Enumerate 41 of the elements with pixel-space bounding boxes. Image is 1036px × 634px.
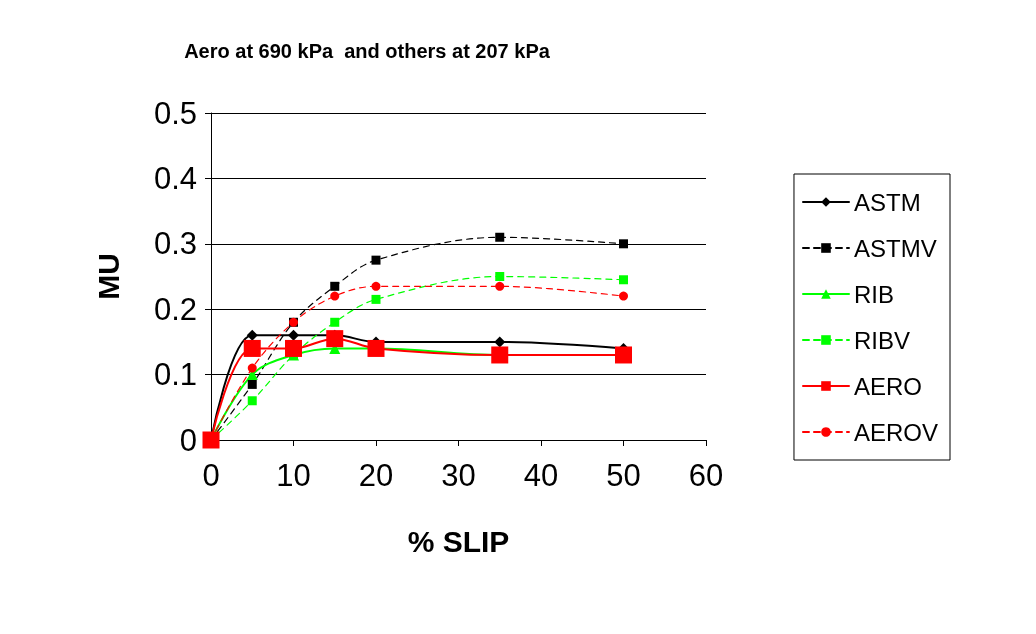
legend-label: ASTM <box>853 188 921 216</box>
point <box>495 232 505 242</box>
y-tick-label: 0.5 <box>153 95 197 131</box>
y-axis-title: MU <box>91 253 125 300</box>
point <box>243 339 261 357</box>
x-tick-label: 10 <box>276 458 311 493</box>
point <box>619 239 628 249</box>
point <box>371 281 381 291</box>
point <box>371 294 381 304</box>
point <box>246 329 258 341</box>
point <box>285 339 302 357</box>
y-tick-label: 0.2 <box>153 291 197 327</box>
point <box>494 336 506 348</box>
y-tick-label: 0.3 <box>153 226 197 262</box>
point <box>247 379 257 389</box>
legend-label: RIBV <box>853 326 910 354</box>
x-tick-label: 0 <box>202 458 220 493</box>
chart-title: Aero at 690 kPa and others at 207 kPa <box>184 40 551 62</box>
point <box>371 255 381 265</box>
y-tick-label: 0.4 <box>153 160 197 196</box>
point <box>495 281 505 291</box>
point <box>288 329 299 341</box>
x-tick-label: 50 <box>606 458 641 493</box>
legend-label: ASTMV <box>853 234 937 262</box>
x-tick-label: 40 <box>523 458 559 493</box>
point <box>330 317 340 327</box>
point <box>330 291 340 301</box>
y-tick-label: 0 <box>179 422 197 458</box>
x-tick-label: 60 <box>688 458 724 493</box>
x-tick-label: 20 <box>358 458 394 493</box>
point <box>619 275 628 285</box>
legend-label: RIB <box>853 280 894 308</box>
x-tick-label: 30 <box>441 458 476 493</box>
x-axis-title: % SLIP <box>407 524 510 558</box>
point <box>619 291 628 301</box>
point <box>247 396 257 406</box>
legend-label: AEROV <box>853 418 939 446</box>
legend-label: AERO <box>853 372 922 400</box>
point <box>330 281 340 291</box>
point <box>495 272 505 281</box>
y-tick-label: 0.1 <box>153 357 197 393</box>
